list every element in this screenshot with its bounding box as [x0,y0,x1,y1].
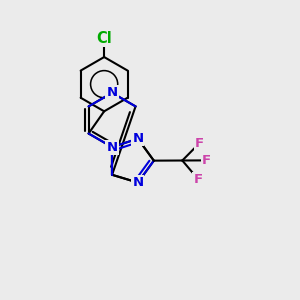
Text: F: F [194,172,203,186]
Text: N: N [132,132,143,145]
Text: F: F [195,137,204,150]
Text: F: F [202,154,211,167]
Text: N: N [132,176,143,189]
Text: N: N [106,86,118,99]
Text: Cl: Cl [96,31,112,46]
Text: N: N [106,141,118,154]
